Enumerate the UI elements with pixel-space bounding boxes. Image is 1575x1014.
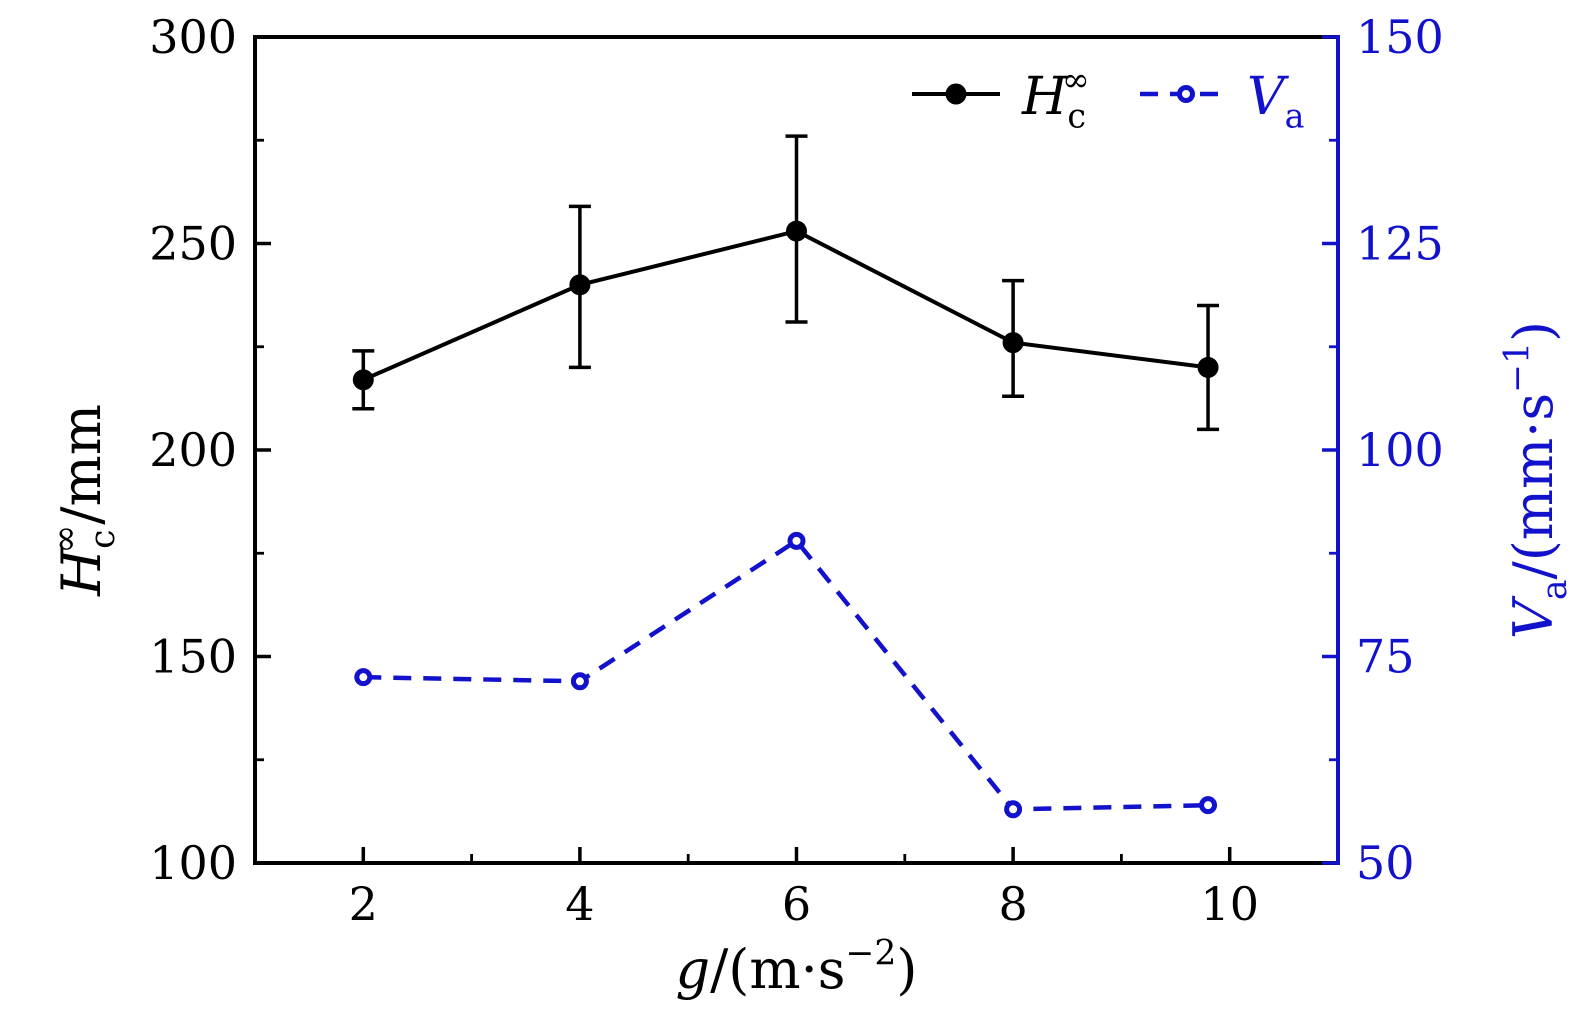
x-tick-label-part: 4 [565, 877, 594, 931]
right-y-axis-label-part: −1 [1497, 342, 1537, 393]
left-y-tick-label: 300 [149, 10, 237, 64]
va-series-marker [1199, 796, 1218, 815]
x-tick-label: 4 [565, 877, 594, 931]
legend-hc-label-part: ∞ [1062, 60, 1090, 99]
left-y-axis-label-part: H [50, 548, 113, 597]
x-tick-label-part: 10 [1200, 877, 1259, 931]
x-axis-label-part: −2 [845, 933, 896, 973]
x-axis-label-part: ) [896, 938, 917, 1001]
left-y-tick-label: 200 [149, 423, 237, 477]
right-y-tick-label: 50 [1356, 836, 1415, 890]
right-y-tick-label-part: 150 [1356, 10, 1444, 64]
x-tick-label: 6 [782, 877, 811, 931]
x-axis-label-part: /(m·s [710, 938, 845, 1001]
va-series-marker [1004, 800, 1023, 819]
right-y-axis-label-part: ) [1502, 321, 1565, 342]
va-series-marker [787, 531, 806, 550]
left-y-tick-label-part: 250 [149, 217, 237, 271]
right-y-tick-label: 125 [1356, 217, 1444, 271]
hc-series-line [362, 228, 1209, 382]
left-y-tick-label-part: 100 [149, 836, 237, 890]
left-y-tick-label: 150 [149, 630, 237, 684]
x-tick-label: 2 [349, 877, 378, 931]
right-y-tick-label-part: 100 [1356, 423, 1444, 477]
left-y-tick-label: 100 [149, 836, 237, 890]
right-y-tick-label-part: 50 [1356, 836, 1415, 890]
right-y-axis-label: Va/(mm·s−1) [1497, 321, 1575, 639]
x-axis-label: g/(m·s−2) [676, 933, 918, 1001]
left-y-tick-label: 250 [149, 217, 237, 271]
x-tick-label-part: 2 [349, 877, 378, 931]
hc-series-marker [1197, 356, 1219, 378]
va-series-line [363, 537, 1209, 812]
va-series-marker [570, 672, 589, 691]
x-axis-label-part: g [676, 938, 711, 1001]
right-y-tick-label: 75 [1356, 630, 1415, 684]
right-y-tick-label: 150 [1356, 10, 1444, 64]
hc-series-marker [569, 274, 591, 296]
legend-hc-label: Hc∞ [1021, 60, 1090, 135]
right-y-axis-label-part: /(mm·s [1502, 393, 1565, 580]
legend-hc-label-part: c [1067, 97, 1086, 136]
left-y-axis-label: Hc∞/mm [45, 404, 123, 597]
x-tick-label: 10 [1200, 877, 1259, 931]
x-tick-label: 8 [998, 877, 1027, 931]
right-y-axis-label-part: a [1535, 579, 1575, 600]
right-y-axis-label-part: V [1502, 595, 1565, 639]
legend-va-label-part: a [1285, 97, 1305, 136]
va-series-marker [354, 668, 373, 687]
left-y-tick-label-part: 300 [149, 10, 237, 64]
left-y-axis-label-part: c [83, 529, 123, 548]
legend-va-marker-sample [1177, 85, 1195, 103]
left-y-axis-label-part: ∞ [45, 525, 85, 554]
left-y-axis-label-part: /mm [50, 404, 113, 525]
legend-va-label-part: V [1247, 67, 1289, 127]
right-y-tick-label-part: 125 [1356, 217, 1444, 271]
x-tick-label-part: 8 [998, 877, 1027, 931]
right-y-tick-label-part: 75 [1356, 630, 1415, 684]
hc-series-marker [1002, 332, 1024, 354]
legend-hc-marker-sample [945, 83, 967, 105]
x-tick-label-part: 6 [782, 877, 811, 931]
right-y-tick-label: 100 [1356, 423, 1444, 477]
left-y-tick-label-part: 150 [149, 630, 237, 684]
hc-series-marker [352, 369, 374, 391]
legend-hc-label-part: H [1021, 67, 1069, 127]
left-y-tick-label-part: 200 [149, 423, 237, 477]
legend-va-label: Va [1247, 67, 1304, 136]
hc-series-marker [786, 220, 807, 242]
